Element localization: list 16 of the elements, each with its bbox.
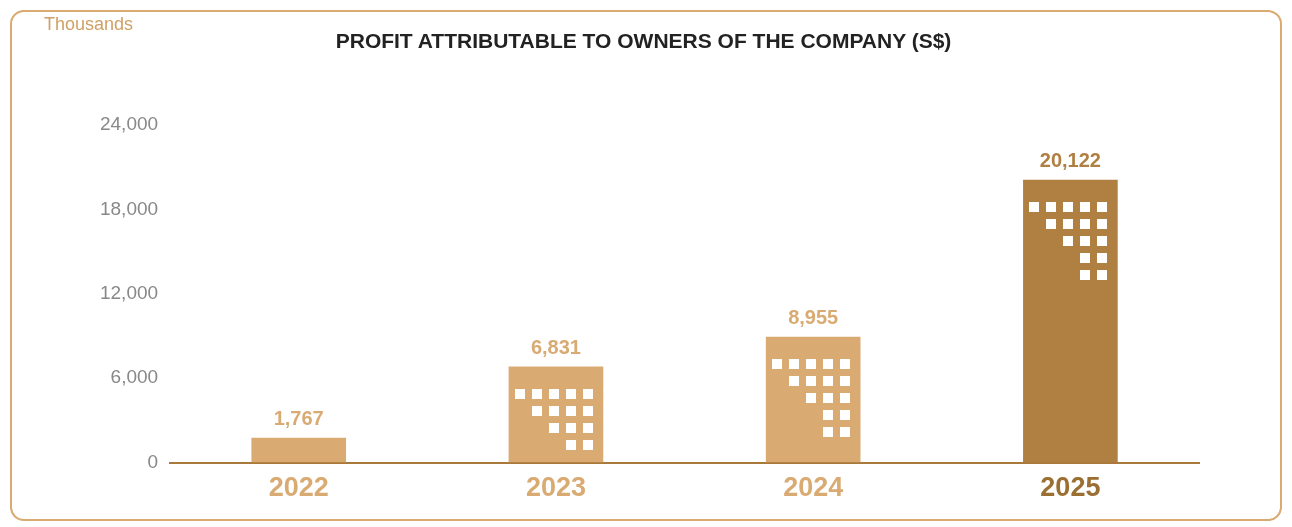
- data-label: 6,831: [530, 336, 581, 359]
- x-tick-label: 2022: [268, 472, 329, 503]
- chart-title: PROFIT ATTRIBUTABLE TO OWNERS OF THE COMPANY (S$): [335, 29, 952, 53]
- bar: [251, 437, 347, 463]
- y-tick-label: 24,000: [99, 113, 159, 135]
- x-tick-label: 2023: [525, 472, 586, 503]
- y-axis-title: Thousands: [44, 13, 134, 34]
- y-tick-label: 6,000: [110, 366, 159, 388]
- data-label: 1,767: [273, 407, 324, 430]
- y-tick-label: 12,000: [99, 282, 159, 304]
- data-label: 8,955: [788, 306, 839, 329]
- data-label: 20,122: [1039, 149, 1101, 172]
- y-tick-label: 0: [147, 450, 159, 472]
- x-tick-label: 2024: [783, 472, 844, 503]
- y-tick-label: 18,000: [99, 197, 159, 219]
- x-tick-label: 2025: [1040, 472, 1101, 503]
